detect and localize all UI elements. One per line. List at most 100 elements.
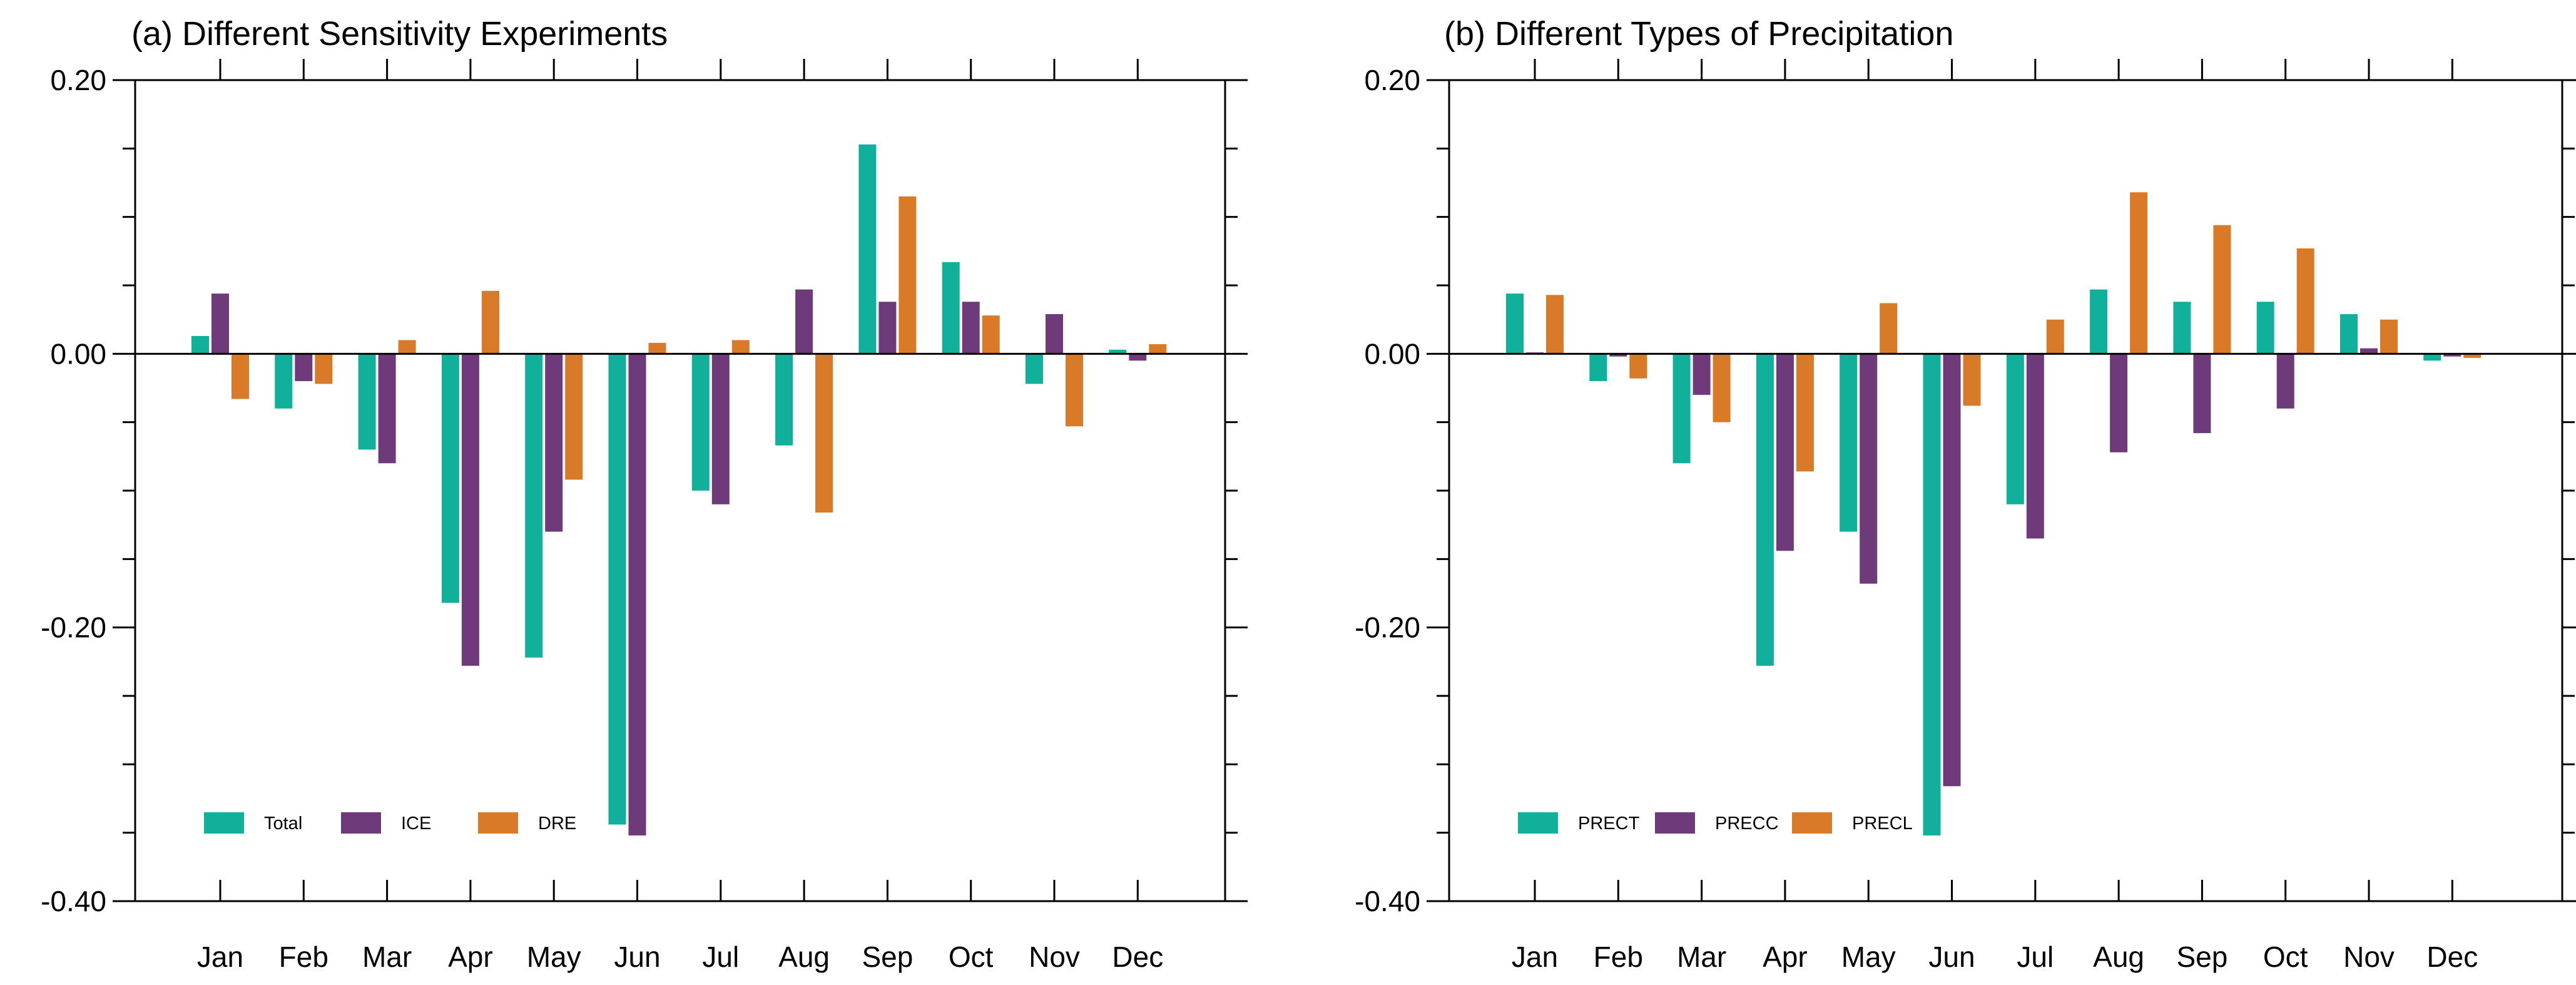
xtick-label-b-dec: Dec <box>2426 941 2478 973</box>
bar-a-dre-jul <box>731 340 750 354</box>
bar-a-dre-dec <box>1149 344 1167 354</box>
xtick-label-b-nov: Nov <box>2343 941 2395 973</box>
xtick-label-a-may: May <box>527 941 581 973</box>
panel-a-title: (a) Different Sensitivity Experiments <box>131 15 668 53</box>
bar-b-precc-mar <box>1693 354 1711 395</box>
bar-a-total-aug <box>775 354 793 446</box>
legend-swatch-b-precc <box>1655 812 1695 834</box>
bar-a-ice-nov <box>1046 314 1063 354</box>
bar-b-precc-jun <box>1943 354 1961 787</box>
legend-label-a-dre: DRE <box>538 814 576 834</box>
ytick-label-b: -0.40 <box>1355 885 1420 917</box>
xtick-label-b-sep: Sep <box>2176 941 2227 973</box>
xtick-label-b-oct: Oct <box>2263 941 2308 973</box>
panel-a: (a) Different Sensitivity Experiments 0.… <box>41 15 1248 973</box>
bar-b-precc-aug <box>2110 354 2128 452</box>
bar-b-precc-sep <box>2193 354 2211 434</box>
bar-b-prect-apr <box>1756 354 1774 666</box>
panel-b: (b) Different Types of Precipitation 0.2… <box>1355 15 2576 973</box>
xtick-label-a-apr: Apr <box>448 941 493 973</box>
bar-a-dre-aug <box>815 354 833 513</box>
bar-a-ice-aug <box>795 289 813 354</box>
bar-b-prect-jan <box>1506 293 1524 354</box>
bar-a-dre-jun <box>648 342 666 354</box>
bar-a-ice-jan <box>211 293 229 354</box>
xtick-label-a-feb: Feb <box>279 941 328 973</box>
bar-a-ice-dec <box>1129 354 1147 361</box>
bar-b-prect-aug <box>2090 289 2108 354</box>
bar-b-precc-apr <box>1776 354 1794 551</box>
bar-b-precl-feb <box>1629 354 1647 379</box>
bar-a-total-may <box>525 354 543 658</box>
bar-a-total-sep <box>858 144 877 354</box>
bar-a-dre-jan <box>232 354 249 399</box>
bar-a-total-dec <box>1109 349 1127 354</box>
xtick-label-a-oct: Oct <box>949 941 994 973</box>
xtick-label-b-jul: Jul <box>2017 941 2054 973</box>
bar-b-precl-nov <box>2380 319 2398 354</box>
bar-b-prect-oct <box>2256 302 2274 354</box>
bar-a-dre-mar <box>398 340 416 354</box>
xtick-label-b-jun: Jun <box>1928 941 1975 973</box>
xtick-label-b-aug: Aug <box>2093 941 2144 973</box>
bar-a-dre-nov <box>1066 354 1083 427</box>
bar-a-ice-sep <box>878 302 897 354</box>
xtick-label-a-sep: Sep <box>862 941 913 973</box>
bar-b-precl-mar <box>1713 354 1731 422</box>
bar-a-dre-apr <box>481 290 499 354</box>
xtick-label-b-feb: Feb <box>1594 941 1643 973</box>
legend-swatch-a-total <box>204 812 244 834</box>
ytick-label-b: 0.00 <box>1364 337 1420 370</box>
bar-b-prect-sep <box>2173 302 2191 354</box>
bar-a-ice-jul <box>711 354 730 504</box>
bar-a-ice-apr <box>461 354 479 666</box>
xtick-label-b-may: May <box>1841 941 1896 973</box>
bar-b-precc-nov <box>2360 348 2378 354</box>
ytick-label-b: 0.20 <box>1364 64 1420 96</box>
xtick-label-a-jun: Jun <box>614 941 660 973</box>
legend-swatch-a-dre <box>478 812 518 834</box>
xtick-label-b-mar: Mar <box>1677 941 1726 973</box>
panel-b-title: (b) Different Types of Precipitation <box>1444 15 1953 53</box>
bar-a-ice-jun <box>628 354 646 836</box>
bar-b-precl-dec <box>2463 354 2482 358</box>
bar-a-dre-sep <box>899 196 917 354</box>
plot-frame-a <box>134 79 1226 902</box>
bar-a-total-nov <box>1026 354 1043 384</box>
bar-a-total-jan <box>191 335 209 354</box>
xtick-label-a-jan: Jan <box>197 941 243 973</box>
bar-b-precc-oct <box>2276 354 2294 409</box>
bar-b-precl-sep <box>2213 225 2231 354</box>
bar-b-prect-may <box>1840 354 1858 532</box>
bar-a-ice-feb <box>295 354 313 382</box>
bar-b-prect-jun <box>1923 354 1941 836</box>
xtick-label-a-dec: Dec <box>1112 941 1163 973</box>
plot-frame-b <box>1448 79 2563 902</box>
xtick-label-a-aug: Aug <box>778 941 830 973</box>
ytick-label-a: 0.20 <box>50 64 106 96</box>
bar-b-precl-may <box>1880 303 1898 354</box>
bar-b-prect-jul <box>2006 354 2024 504</box>
legend-label-b-precc: PRECC <box>1715 814 1779 834</box>
bar-a-ice-mar <box>378 354 396 464</box>
bar-a-total-jul <box>691 354 710 491</box>
bar-b-precl-apr <box>1796 354 1814 472</box>
ytick-label-b: -0.20 <box>1355 611 1420 644</box>
bar-b-precc-may <box>1860 354 1878 584</box>
ytick-label-a: 0.00 <box>50 337 106 370</box>
xtick-label-a-jul: Jul <box>702 941 739 973</box>
xtick-label-b-jan: Jan <box>1512 941 1558 973</box>
ytick-label-a: -0.40 <box>41 885 106 917</box>
bar-a-ice-may <box>545 354 563 532</box>
bar-a-total-feb <box>275 354 293 409</box>
bar-a-dre-feb <box>315 354 333 384</box>
bar-b-prect-mar <box>1672 354 1691 464</box>
ytick-label-a: -0.20 <box>41 611 106 644</box>
xtick-label-a-nov: Nov <box>1029 941 1080 973</box>
bar-a-ice-oct <box>962 302 980 354</box>
bar-b-precc-jul <box>2026 354 2044 539</box>
bar-b-prect-dec <box>2423 354 2441 361</box>
legend-swatch-a-ice <box>341 812 381 834</box>
bar-b-precl-jan <box>1546 295 1564 354</box>
